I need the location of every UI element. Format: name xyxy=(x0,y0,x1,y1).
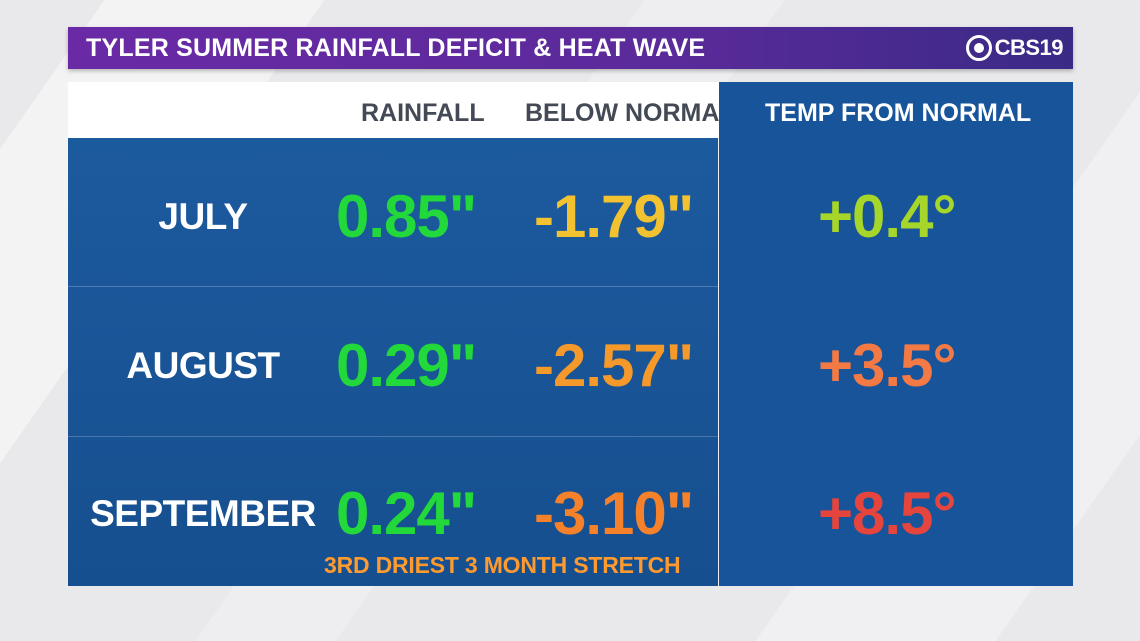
table-row-september: SEPTEMBER 0.24" -3.10" +8.5° xyxy=(68,464,1073,564)
rainfall-panel xyxy=(68,138,718,586)
station-logo: CBS19 xyxy=(965,33,1064,63)
month-label: JULY xyxy=(158,196,248,237)
table-row-august: AUGUST 0.29" -2.57" +3.5° xyxy=(68,316,1073,416)
rainfall-value: 0.24" xyxy=(336,480,477,547)
temp-anomaly-value: +0.4° xyxy=(818,183,956,250)
rainfall-value: 0.85" xyxy=(336,183,477,250)
rainfall-value: 0.29" xyxy=(336,332,477,399)
month-label: SEPTEMBER xyxy=(90,493,316,534)
below-normal-value: -1.79" xyxy=(534,183,694,250)
logo-text: CBS19 xyxy=(994,35,1064,60)
temperature-panel: TEMP FROM NORMAL xyxy=(719,82,1073,586)
row-divider xyxy=(68,436,718,437)
column-header-row: RAINFALL BELOW NORMAL xyxy=(68,82,736,138)
footnote: 3RD DRIEST 3 MONTH STRETCH xyxy=(324,552,681,578)
month-label: AUGUST xyxy=(126,345,280,386)
below-normal-value: -2.57" xyxy=(534,332,694,399)
temp-anomaly-value: +8.5° xyxy=(818,480,956,547)
below-normal-value: -3.10" xyxy=(534,480,694,547)
temp-anomaly-value: +3.5° xyxy=(818,332,956,399)
table-row-july: JULY 0.85" -1.79" +0.4° xyxy=(68,167,1073,267)
temp-from-normal-header: TEMP FROM NORMAL xyxy=(765,99,1032,127)
below-normal-header: BELOW NORMAL xyxy=(525,99,735,127)
title-bar: TYLER SUMMER RAINFALL DEFICIT & HEAT WAV… xyxy=(68,27,1073,69)
rainfall-header: RAINFALL xyxy=(361,99,485,127)
cbs-eye-icon xyxy=(965,35,992,61)
column-divider xyxy=(718,138,719,586)
page-title: TYLER SUMMER RAINFALL DEFICIT & HEAT WAV… xyxy=(86,34,706,62)
row-divider xyxy=(68,286,718,287)
